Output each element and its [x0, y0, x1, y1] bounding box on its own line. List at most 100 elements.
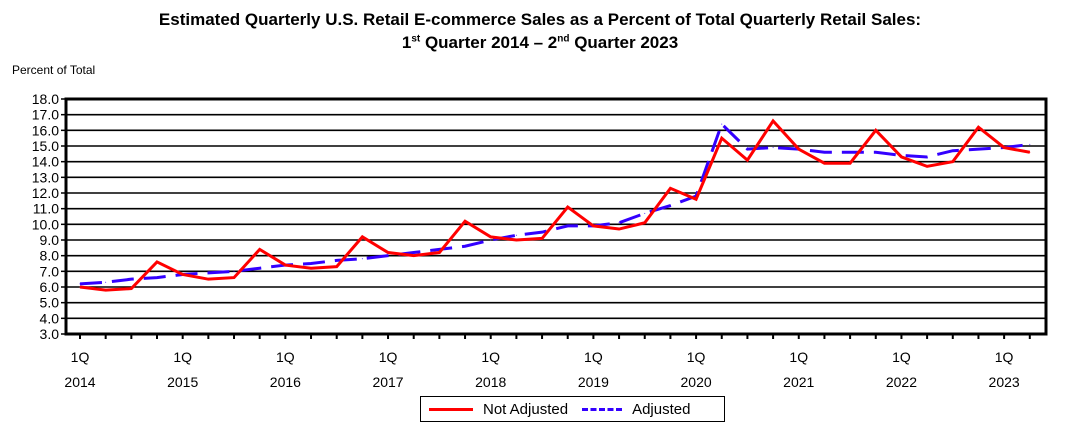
- data-point: [464, 220, 466, 222]
- series-line-not-adjusted: [79, 118, 1031, 292]
- data-point: [490, 236, 492, 238]
- data-point: [875, 129, 877, 131]
- data-point: [695, 198, 697, 200]
- data-point: [567, 225, 569, 227]
- subtitle-part: 1: [401, 33, 412, 52]
- data-point: [156, 261, 158, 263]
- y-tick-label: 18.0: [32, 91, 59, 107]
- data-point: [669, 187, 671, 189]
- data-point: [105, 289, 107, 291]
- y-tick-label: 8.0: [40, 248, 60, 264]
- plot-frame: [64, 97, 1048, 336]
- y-tick-label: 9.0: [40, 232, 60, 248]
- x-tick-label-year: 2021: [783, 374, 814, 390]
- data-point: [387, 252, 389, 254]
- x-tick-label-year: 2015: [167, 374, 198, 390]
- data-point: [1029, 143, 1031, 145]
- y-tick-label: 11.0: [33, 201, 59, 217]
- data-point: [977, 126, 979, 128]
- data-point: [618, 222, 620, 224]
- x-tick-label-quarter: 1Q: [892, 349, 911, 365]
- data-point: [772, 147, 774, 149]
- data-point: [1029, 151, 1031, 153]
- data-point: [259, 267, 261, 269]
- legend-swatch-not-adjusted: [429, 407, 473, 411]
- data-point: [746, 148, 748, 150]
- x-tick-label-year: 2018: [475, 374, 506, 390]
- y-tick-label: 7.0: [40, 263, 60, 279]
- data-point: [233, 277, 235, 279]
- data-point: [541, 237, 543, 239]
- data-point: [849, 151, 851, 153]
- y-tick-label: 15.0: [32, 138, 59, 154]
- data-point: [336, 259, 338, 261]
- data-point: [798, 148, 800, 150]
- data-point: [515, 234, 517, 236]
- data-point: [644, 212, 646, 214]
- x-tick-label-year: 2019: [578, 374, 609, 390]
- data-point: [900, 156, 902, 158]
- data-point: [438, 252, 440, 254]
- x-tick-label-year: 2020: [681, 374, 712, 390]
- data-point: [592, 225, 594, 227]
- data-point: [130, 288, 132, 290]
- data-point: [79, 283, 81, 285]
- y-tick-label: 3.0: [40, 326, 60, 342]
- data-point: [207, 278, 209, 280]
- x-tick-label-year: 2014: [64, 374, 95, 390]
- data-point: [669, 205, 671, 207]
- subtitle-sup: nd: [557, 33, 570, 45]
- subtitle-part: Quarter 2023: [569, 33, 679, 52]
- x-tick-label-quarter: 1Q: [276, 349, 295, 365]
- data-point: [284, 264, 286, 266]
- data-point: [515, 239, 517, 241]
- data-point: [926, 165, 928, 167]
- data-point: [310, 263, 312, 264]
- x-tick-label-quarter: 1Q: [481, 349, 500, 365]
- legend-label-not-adjusted: Not Adjusted: [483, 400, 569, 418]
- x-tick-label-quarter: 1Q: [379, 349, 398, 365]
- x-tick-label-quarter: 1Q: [789, 349, 808, 365]
- data-point: [105, 281, 107, 283]
- x-tick-label-year: 2016: [270, 374, 301, 390]
- data-point: [413, 252, 415, 254]
- data-point: [926, 156, 928, 158]
- y-tick-label: 10.0: [32, 216, 59, 232]
- data-point: [644, 222, 646, 224]
- x-tick-label-quarter: 1Q: [584, 349, 603, 365]
- y-tick-label: 5.0: [40, 295, 60, 311]
- x-tick-label-quarter: 1Q: [687, 349, 706, 365]
- data-point: [361, 236, 363, 238]
- data-point: [823, 162, 825, 164]
- x-tick-label-quarter: 1Q: [173, 349, 192, 365]
- data-point: [952, 161, 954, 163]
- y-tick-label: 12.0: [32, 185, 59, 201]
- data-point: [130, 278, 132, 280]
- subtitle-sup: st: [411, 33, 421, 45]
- legend-swatch-adjusted: [582, 407, 623, 411]
- data-point: [438, 248, 440, 250]
- data-point: [849, 162, 851, 164]
- data-point: [182, 273, 184, 275]
- data-point: [310, 267, 312, 269]
- x-tick-label-year: 2023: [989, 374, 1020, 390]
- data-point: [618, 228, 620, 230]
- y-tick-label: 16.0: [32, 122, 59, 138]
- data-point: [336, 266, 338, 268]
- data-point: [952, 150, 954, 152]
- data-point: [464, 245, 466, 247]
- data-point: [721, 137, 723, 139]
- data-point: [361, 258, 363, 260]
- data-point: [567, 206, 569, 208]
- data-point: [490, 239, 492, 241]
- y-tick-label: 14.0: [32, 154, 59, 170]
- data-point: [1003, 147, 1005, 149]
- data-point: [259, 248, 261, 250]
- y-tick-label: 13.0: [32, 169, 59, 185]
- x-tick-label-quarter: 1Q: [71, 349, 90, 365]
- data-point: [413, 255, 415, 257]
- data-point: [79, 286, 81, 288]
- series-line-adjusted: [79, 121, 1030, 286]
- data-point: [746, 159, 748, 161]
